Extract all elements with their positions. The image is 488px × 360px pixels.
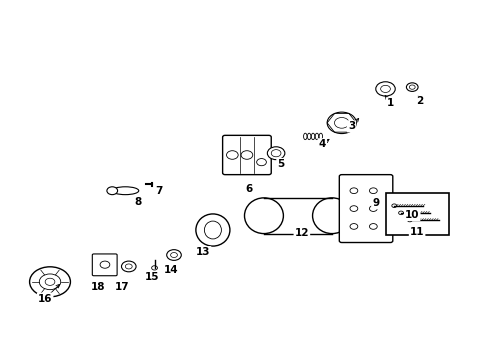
Circle shape	[326, 112, 356, 134]
Text: 7: 7	[155, 186, 163, 197]
Ellipse shape	[112, 187, 139, 195]
Text: 15: 15	[144, 272, 159, 282]
Circle shape	[271, 150, 281, 157]
Ellipse shape	[244, 198, 283, 234]
Circle shape	[349, 224, 357, 229]
Circle shape	[125, 264, 132, 269]
Circle shape	[375, 82, 394, 96]
Bar	[385, 193, 448, 235]
Text: 6: 6	[245, 184, 252, 194]
Text: 1: 1	[386, 98, 393, 108]
Text: 2: 2	[415, 96, 422, 107]
Text: 5: 5	[277, 159, 284, 169]
Circle shape	[100, 261, 110, 268]
Circle shape	[408, 85, 414, 89]
Circle shape	[369, 224, 376, 229]
Text: 17: 17	[114, 282, 129, 292]
Circle shape	[380, 85, 389, 93]
Circle shape	[45, 278, 55, 285]
Text: 4: 4	[318, 139, 325, 149]
Ellipse shape	[307, 133, 310, 140]
Circle shape	[398, 211, 403, 215]
FancyBboxPatch shape	[339, 175, 392, 243]
Text: 8: 8	[134, 197, 141, 207]
Circle shape	[267, 147, 285, 159]
Circle shape	[151, 266, 157, 270]
Text: 12: 12	[294, 228, 308, 238]
Text: 14: 14	[164, 265, 179, 275]
Text: 18: 18	[90, 282, 105, 292]
Text: 11: 11	[409, 227, 424, 237]
Text: 10: 10	[404, 210, 419, 220]
Ellipse shape	[303, 133, 306, 140]
Circle shape	[369, 188, 376, 194]
Ellipse shape	[319, 133, 322, 140]
Circle shape	[407, 218, 411, 222]
Circle shape	[107, 187, 117, 195]
Circle shape	[349, 188, 357, 194]
FancyBboxPatch shape	[92, 254, 117, 276]
Circle shape	[406, 83, 417, 91]
Circle shape	[256, 158, 266, 166]
Ellipse shape	[204, 221, 221, 239]
Text: 9: 9	[371, 198, 379, 208]
Circle shape	[226, 151, 238, 159]
Circle shape	[391, 204, 396, 207]
Circle shape	[170, 252, 177, 257]
Ellipse shape	[196, 214, 229, 246]
Circle shape	[410, 232, 416, 237]
Circle shape	[349, 206, 357, 211]
Circle shape	[39, 274, 61, 290]
Circle shape	[369, 206, 376, 211]
Circle shape	[30, 267, 70, 297]
Text: 3: 3	[347, 121, 354, 131]
Circle shape	[334, 117, 348, 128]
Circle shape	[166, 249, 181, 260]
Text: 13: 13	[196, 247, 210, 257]
Circle shape	[241, 151, 252, 159]
Circle shape	[121, 261, 136, 272]
Ellipse shape	[315, 133, 318, 140]
Ellipse shape	[312, 198, 351, 234]
FancyBboxPatch shape	[222, 135, 271, 175]
Ellipse shape	[311, 133, 314, 140]
Text: 16: 16	[38, 294, 52, 303]
